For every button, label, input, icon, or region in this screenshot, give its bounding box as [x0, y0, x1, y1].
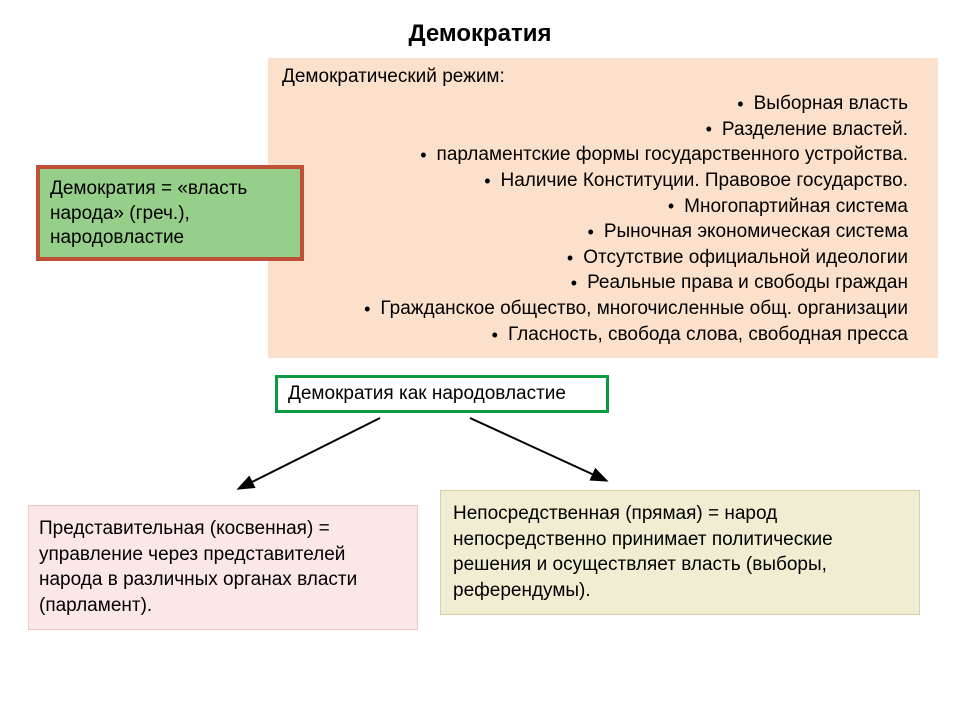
regime-list: Выборная власть Разделение властей. парл…	[282, 91, 908, 347]
regime-title: Демократический режим:	[282, 66, 908, 88]
regime-item: парламентские формы государственного уст…	[282, 142, 908, 168]
arrow-left	[240, 418, 380, 488]
arrow-right	[470, 418, 605, 480]
regime-item: Отсутствие официальной идеологии	[282, 245, 908, 271]
regime-item: Реальные права и свободы граждан	[282, 270, 908, 296]
regime-box: Демократический режим: Выборная власть Р…	[268, 58, 938, 358]
center-box: Демократия как народовластие	[275, 375, 609, 413]
regime-item: Рыночная экономическая система	[282, 219, 908, 245]
page-title: Демократия	[0, 20, 960, 48]
regime-item: Гражданское общество, многочисленные общ…	[282, 296, 908, 322]
left-box: Представительная (косвенная) = управлени…	[28, 505, 418, 630]
regime-item: Многопартийная система	[282, 194, 908, 220]
regime-item: Выборная власть	[282, 91, 908, 117]
regime-item: Гласность, свобода слова, свободная прес…	[282, 322, 908, 348]
regime-item: Разделение властей.	[282, 117, 908, 143]
right-box: Непосредственная (прямая) = народ непоср…	[440, 490, 920, 615]
definition-box: Демократия = «власть народа» (греч.), на…	[36, 165, 304, 261]
arrows-svg	[210, 410, 670, 500]
regime-item: Наличие Конституции. Правовое государств…	[282, 168, 908, 194]
